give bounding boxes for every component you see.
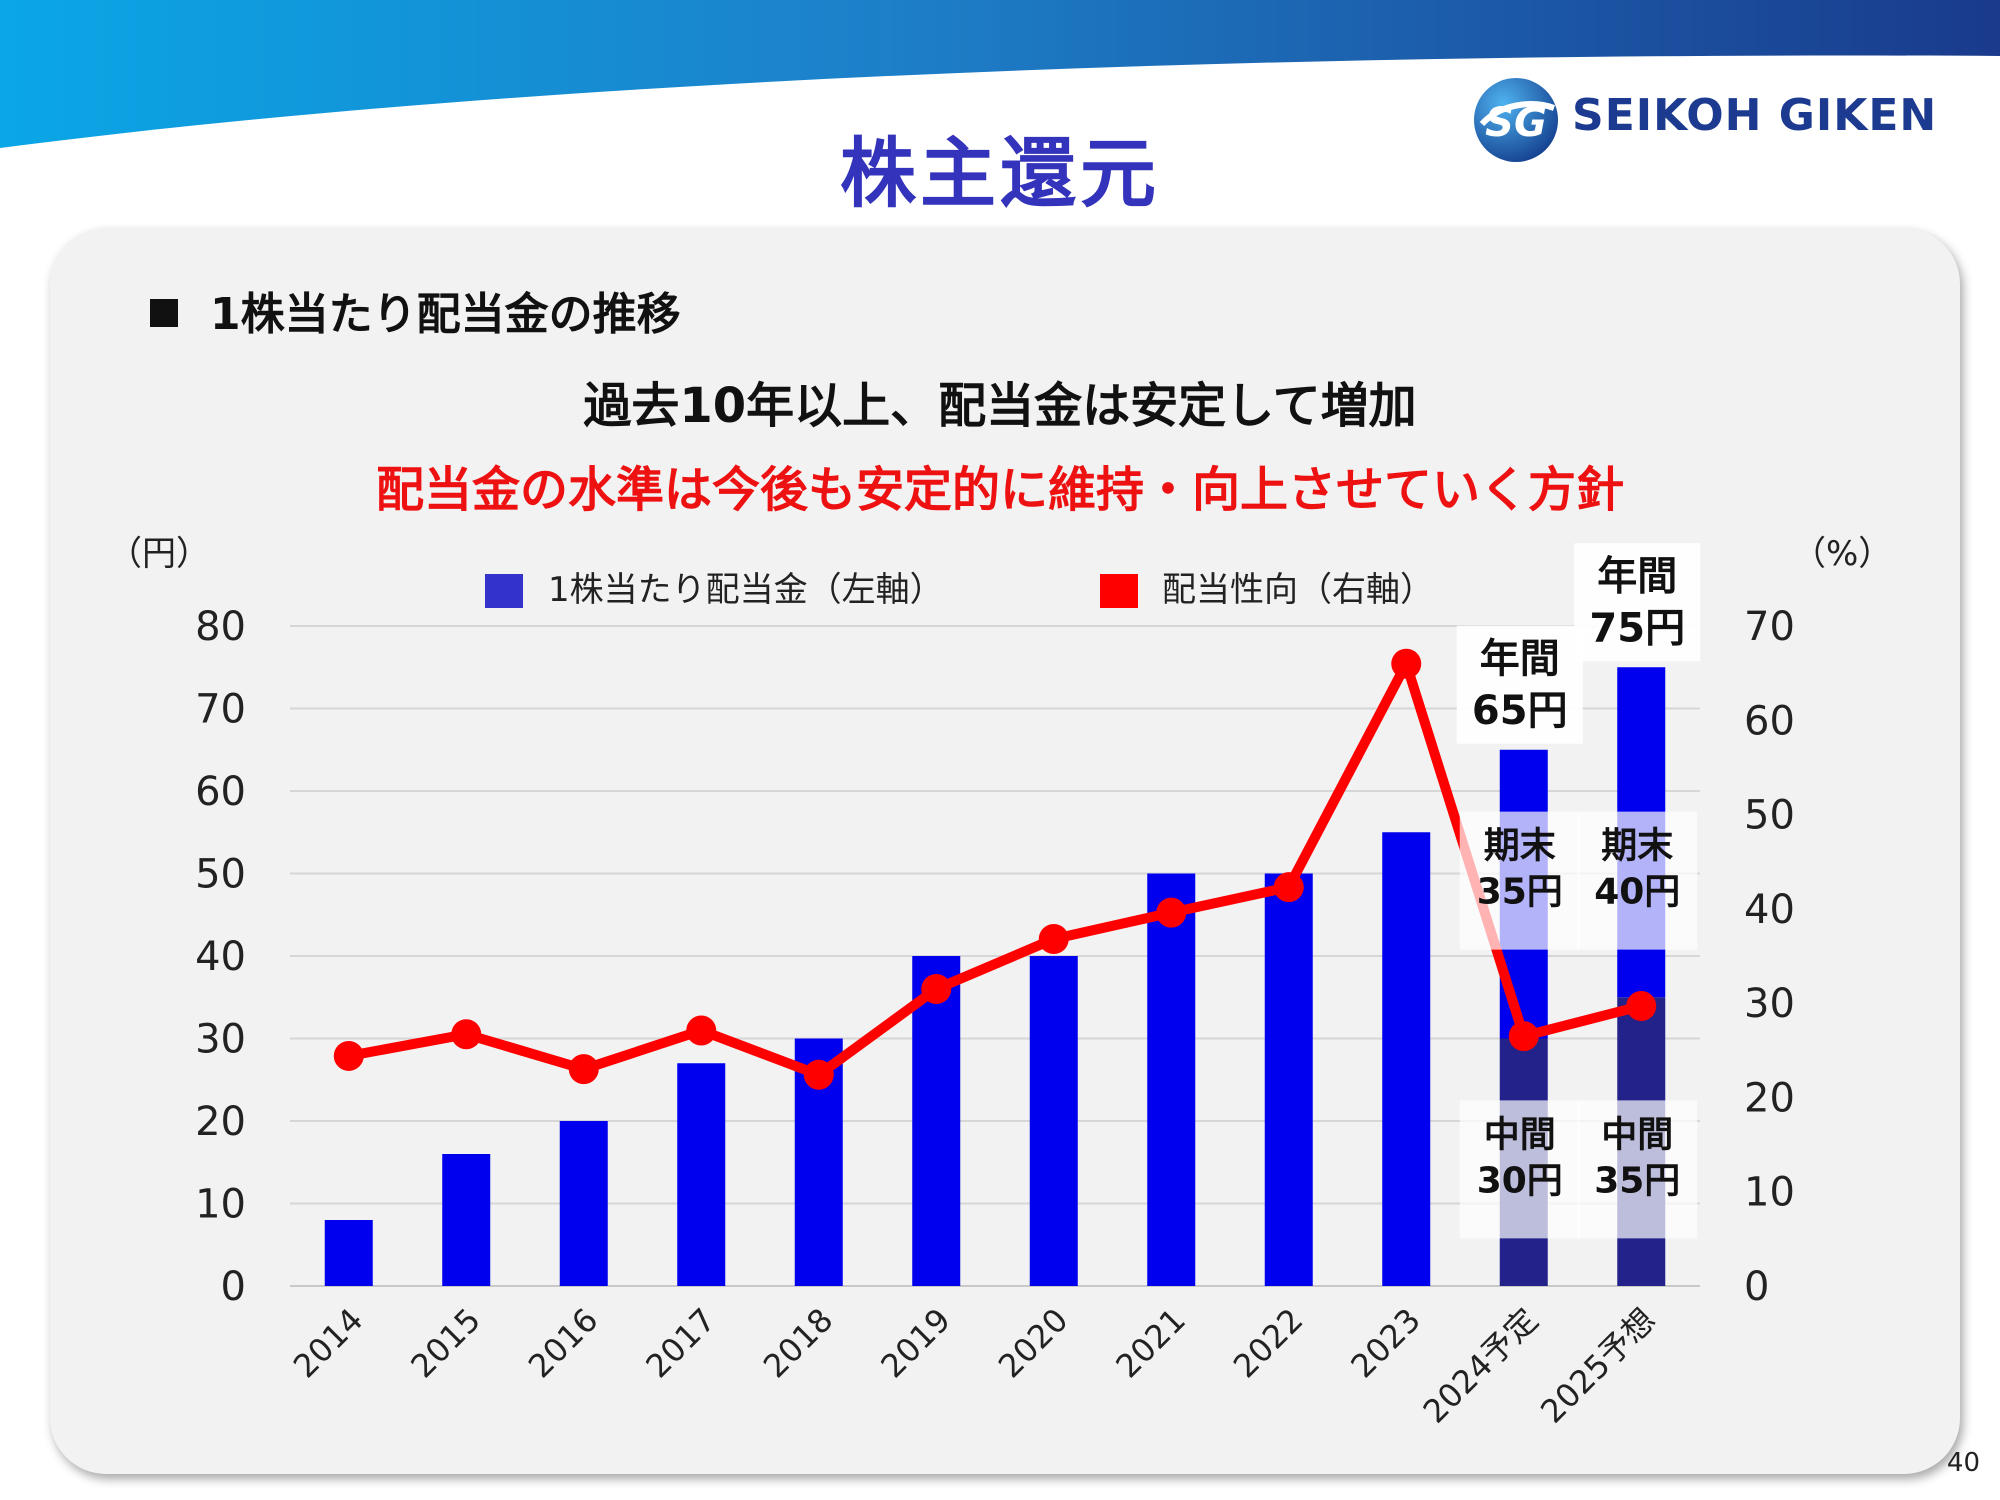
left-axis-tick-label: 10 (195, 1182, 246, 1228)
right-axis-tick-label: 70 (1744, 604, 1795, 650)
legend-label-line: 配当性向（右軸） (1162, 570, 1434, 610)
legend-swatch-bar (485, 574, 523, 608)
bar (442, 1154, 491, 1286)
payout-ratio-line (347, 658, 1643, 1080)
headline-primary: 過去10年以上、配当金は安定して増加 (583, 378, 1417, 434)
right-axis-tick-label: 20 (1744, 1075, 1795, 1121)
bar (324, 1220, 373, 1286)
x-axis-tick-label: 2025予想 (1533, 1301, 1663, 1431)
section-heading: 1株当たり配当金の推移 (150, 278, 681, 342)
bar (1029, 956, 1078, 1286)
bar (677, 1063, 726, 1286)
header-banner (0, 0, 2000, 148)
annotation-text: 中間 (1484, 1114, 1556, 1155)
bar (559, 1121, 608, 1286)
payout-ratio-point (1391, 648, 1422, 679)
annotation-box (1577, 1100, 1698, 1239)
annotation-text: 35円 (1477, 872, 1563, 913)
bar (1264, 873, 1313, 1286)
annotation-text: 期末 (1484, 826, 1556, 867)
payout-ratio-point (1156, 897, 1187, 928)
left-axis-tick-label: 50 (195, 852, 246, 898)
left-axis-tick-label: 40 (195, 934, 246, 980)
x-axis-tick-label: 2024予定 (1416, 1301, 1546, 1431)
annotation-text: 年間 (1480, 636, 1560, 682)
annotation-year_end: 期末 40円 (1577, 811, 1698, 950)
bar (1147, 873, 1196, 1286)
legend-label-bar: 1株当たり配当金（左軸） (548, 570, 944, 610)
legend-swatch-line (1100, 574, 1138, 608)
annotation-annual: 年間 65円 (1456, 625, 1583, 744)
annotation-text: 30円 (1477, 1160, 1563, 1201)
x-axis-tick-label: 2022 (1226, 1301, 1310, 1385)
left-axis-tick-label: 60 (195, 769, 246, 815)
logo-wordmark: SEIKOH GIKEN (1572, 90, 1938, 141)
x-axis-tick-label: 2023 (1343, 1301, 1427, 1385)
left-axis-tick-label: 70 (195, 687, 246, 733)
right-axis-tick-label: 60 (1744, 698, 1795, 744)
x-axis-tick-label: 2018 (756, 1301, 840, 1385)
left-axis-tick-label: 20 (195, 1099, 246, 1145)
x-axis-tick-label: 2020 (991, 1301, 1075, 1385)
annotation-box (1574, 543, 1701, 662)
logo-mark-text: SG (1485, 100, 1547, 146)
line-layer (333, 648, 1657, 1090)
x-axis-tick-label: 2019 (873, 1301, 957, 1385)
annotation-text: 期末 (1601, 826, 1673, 867)
payout-ratio-point (921, 974, 952, 1004)
payout-ratio-point (1273, 872, 1304, 903)
x-axis-tick-label: 2017 (638, 1301, 722, 1385)
x-axis-tick-label: 2015 (403, 1301, 487, 1385)
x-axis-tick-label: 2016 (521, 1301, 605, 1385)
right-axis-tick-label: 0 (1744, 1264, 1769, 1310)
bullet-square-icon (150, 299, 178, 327)
annotation-box (1577, 811, 1698, 950)
annotation-text: 75円 (1589, 605, 1685, 651)
right-axis-tick-label: 40 (1744, 887, 1795, 933)
left-axis-unit: （円） (108, 534, 210, 574)
payout-ratio-point (1508, 1021, 1539, 1052)
right-axis-tick-label: 30 (1744, 981, 1795, 1027)
right-axis-unit: （%） (1792, 534, 1892, 574)
legend: 1株当たり配当金（左軸） 配当性向（右軸） (485, 570, 1434, 610)
annotation-annual: 年間 75円 (1574, 543, 1701, 662)
section-heading-text: 1株当たり配当金の推移 (210, 289, 681, 340)
payout-ratio-point (1038, 924, 1069, 955)
annotation-text: 中間 (1601, 1114, 1673, 1155)
annotation-box (1459, 811, 1580, 950)
payout-ratio-point (803, 1059, 834, 1090)
bar (912, 956, 961, 1286)
company-logo: SG SEIKOH GIKEN (1470, 72, 1970, 172)
x-axis-tick-label: 2021 (1108, 1301, 1192, 1385)
annotation-box (1459, 1100, 1580, 1239)
annotation-interim: 中間 35円 (1577, 1100, 1698, 1239)
right-axis-tick-label: 10 (1744, 1170, 1795, 1216)
annotation-text: 40円 (1594, 872, 1680, 913)
left-axis-tick-label: 0 (221, 1264, 246, 1310)
annotation-text: 年間 (1597, 553, 1677, 599)
payout-ratio-point (686, 1015, 717, 1046)
page-title: 株主還元 (840, 129, 1160, 218)
right-axis-tick-label: 50 (1744, 793, 1795, 839)
logo-mark-icon: SG (1474, 78, 1558, 162)
payout-ratio-point (451, 1019, 482, 1050)
payout-ratio-point (333, 1040, 364, 1071)
annotation-interim: 中間 30円 (1459, 1100, 1580, 1239)
annotation-text: 65円 (1472, 688, 1568, 734)
x-axis-tick-label: 2014 (286, 1301, 370, 1385)
annotation-box (1456, 625, 1583, 744)
payout-ratio-point (568, 1054, 599, 1085)
left-axis-tick-label: 80 (195, 604, 246, 650)
headline-secondary: 配当金の水準は今後も安定的に維持・向上させていく方針 (375, 462, 1624, 518)
payout-ratio-point (1626, 990, 1657, 1021)
left-axis-tick-label: 30 (195, 1017, 246, 1063)
page-number: 40 (1946, 1448, 1980, 1478)
annotation-year_end: 期末 35円 (1459, 811, 1580, 950)
bar (1382, 832, 1431, 1286)
annotation-text: 35円 (1594, 1160, 1680, 1201)
